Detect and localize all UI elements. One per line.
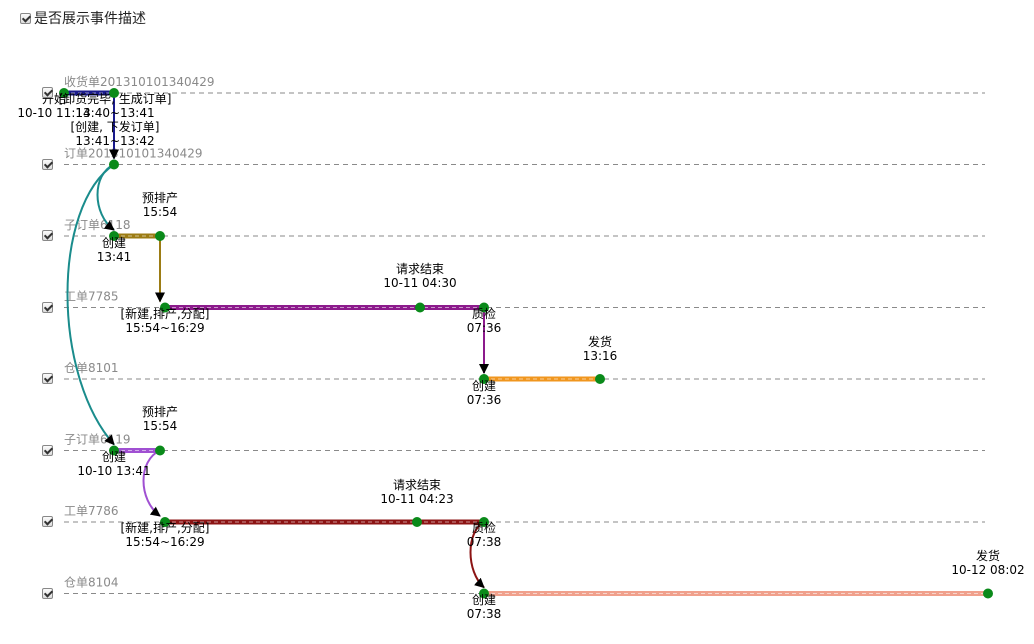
event-label: 10-10 11:14 — [17, 106, 90, 120]
lane-label: 仓单8101 — [64, 361, 119, 375]
event-label: 10-11 04:23 — [380, 492, 453, 506]
lane-checkbox[interactable] — [42, 587, 53, 599]
lane-checkbox[interactable] — [42, 230, 53, 241]
lane-checkbox[interactable] — [42, 158, 53, 170]
event-label: [新建,排产,分配] — [121, 520, 210, 535]
lane-label: 订单201310101340429 — [64, 147, 203, 161]
event-node[interactable] — [109, 445, 119, 456]
event-node[interactable] — [479, 302, 489, 313]
event-node[interactable] — [479, 517, 489, 527]
link-curve — [142, 449, 161, 517]
event-node[interactable] — [479, 374, 489, 384]
event-label: 创建 — [472, 379, 496, 393]
event-node[interactable] — [415, 302, 425, 313]
event-label: 创建 — [102, 236, 126, 250]
event-label: 07:38 — [467, 607, 502, 621]
event-label: 07:38 — [467, 535, 502, 549]
lane-label: 仓单8104 — [64, 576, 119, 590]
event-label: [卸货完毕, 生成订单] — [59, 91, 172, 106]
event-label: 创建 — [102, 450, 126, 464]
lane-label: 子订单6119 — [64, 433, 131, 447]
event-label: 15:54 — [143, 205, 178, 219]
event-label: 10-12 08:02 — [951, 563, 1024, 577]
event-label: 15:54 — [143, 419, 178, 433]
show-description-toggle[interactable]: 是否展示事件描述 — [20, 8, 146, 28]
event-label: 请求结束 — [396, 262, 444, 276]
event-label: 发货 — [588, 334, 612, 349]
link-curve — [469, 521, 485, 589]
event-label: 13:41 — [97, 250, 132, 264]
event-label: 请求结束 — [393, 478, 441, 492]
event-label: 10-11 04:30 — [383, 276, 456, 290]
event-label: [创建, 下发订单] — [71, 119, 160, 134]
event-label: 质检 — [472, 306, 496, 321]
lane-checkbox[interactable] — [42, 301, 53, 313]
event-node[interactable] — [155, 231, 165, 241]
event-label: 10-10 13:41 — [77, 464, 150, 478]
event-node[interactable] — [109, 88, 119, 98]
event-node[interactable] — [160, 517, 170, 527]
event-label: 15:54~16:29 — [125, 321, 204, 335]
show-description-checkbox[interactable] — [20, 12, 31, 24]
event-node[interactable] — [109, 159, 119, 170]
lane-checkbox[interactable] — [42, 87, 53, 98]
event-node[interactable] — [412, 517, 422, 527]
link-curve — [66, 163, 115, 446]
event-node[interactable] — [59, 88, 69, 98]
lane-checkbox[interactable] — [42, 373, 53, 384]
event-label: 质检 — [472, 520, 496, 535]
event-label: 07:36 — [467, 321, 502, 335]
lane-label: 工单7786 — [64, 504, 119, 518]
event-node[interactable] — [155, 445, 165, 456]
lane-checkbox[interactable] — [42, 516, 53, 527]
event-node[interactable] — [479, 588, 489, 599]
lane-checkbox[interactable] — [42, 444, 53, 456]
event-node[interactable] — [160, 302, 170, 313]
event-label: 07:36 — [467, 393, 502, 407]
event-label: 13:40~13:41 — [75, 106, 154, 120]
event-label: 预排产 — [142, 405, 178, 419]
event-node[interactable] — [595, 374, 605, 384]
event-node[interactable] — [983, 588, 993, 599]
event-label: 预排产 — [142, 191, 178, 205]
event-label: 发货 — [976, 548, 1000, 563]
event-label: 15:54~16:29 — [125, 535, 204, 549]
lane-label: 工单7785 — [64, 290, 119, 304]
event-label: 创建 — [472, 593, 496, 607]
lane-label: 收货单201310101340429 — [64, 74, 215, 89]
show-description-label: 是否展示事件描述 — [34, 11, 146, 27]
event-label: [新建,排产,分配] — [121, 306, 210, 321]
event-label: 13:16 — [583, 349, 618, 363]
event-label: 13:41~13:42 — [75, 134, 154, 148]
event-node[interactable] — [109, 231, 119, 241]
